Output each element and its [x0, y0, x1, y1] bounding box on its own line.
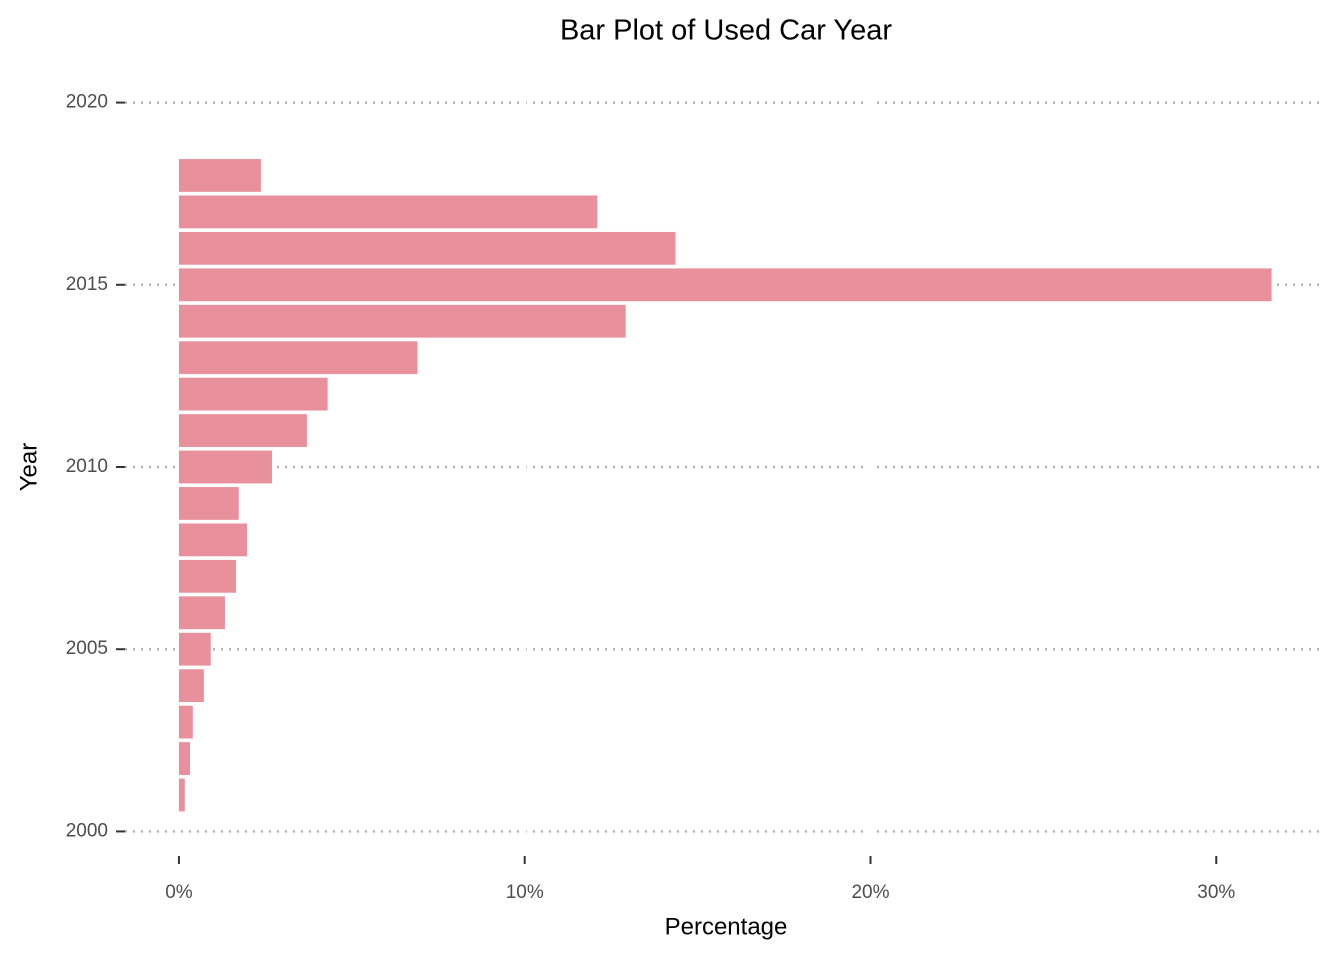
bar	[178, 159, 261, 192]
bar	[178, 195, 598, 229]
x-tick-label: 20%	[851, 882, 889, 903]
bar	[178, 705, 193, 739]
y-tick-label: 2005	[66, 638, 108, 659]
bar	[178, 669, 204, 703]
chart-title: Bar Plot of Used Car Year	[560, 15, 892, 47]
x-tick-label: 0%	[165, 882, 193, 903]
bar	[178, 632, 211, 666]
y-axis-label: Year	[15, 443, 42, 492]
bar	[178, 377, 328, 411]
bar	[178, 231, 676, 265]
bar	[178, 742, 191, 775]
x-tick-label: 30%	[1197, 882, 1235, 903]
bar	[178, 304, 626, 338]
y-tick-label: 2015	[66, 274, 108, 295]
bar	[178, 487, 239, 520]
x-axis-label: Percentage	[665, 913, 788, 940]
bar	[178, 268, 1272, 302]
bar	[178, 523, 248, 557]
bar	[178, 778, 185, 812]
bar	[178, 596, 225, 630]
x-tick-label: 10%	[506, 882, 544, 903]
bar	[178, 414, 307, 447]
bar	[178, 450, 272, 484]
y-tick-label: 2010	[66, 456, 108, 477]
bar	[178, 559, 236, 593]
y-tick-label: 2020	[66, 92, 108, 113]
y-tick-label: 2000	[66, 820, 108, 841]
bar	[178, 341, 418, 375]
